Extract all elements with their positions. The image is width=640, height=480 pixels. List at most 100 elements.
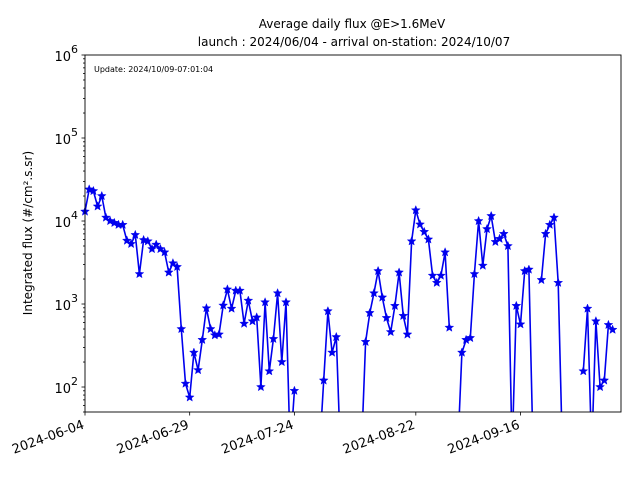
series-point [381, 312, 392, 323]
series-point [498, 228, 509, 239]
series-point [184, 392, 195, 402]
series-point [477, 260, 488, 270]
series-point [582, 303, 593, 313]
series-point [243, 295, 254, 305]
series-point [218, 300, 229, 310]
series-point [201, 303, 212, 313]
x-tick-label: 2024-06-04 [10, 418, 86, 458]
series-point [318, 375, 329, 385]
y-tick-label: 106 [54, 43, 78, 65]
series-point [486, 210, 497, 221]
chart-subtitle: launch : 2024/06/04 - arrival on-station… [198, 35, 510, 49]
series-point [163, 267, 174, 277]
series-point [193, 364, 203, 375]
series-point [176, 323, 187, 334]
series-point [603, 319, 614, 330]
series-point [105, 215, 116, 226]
series-point [536, 274, 547, 285]
series-point [272, 288, 283, 298]
series-point [431, 277, 442, 287]
series-point [456, 347, 467, 357]
series-point [385, 326, 396, 337]
series-point [109, 217, 120, 228]
series-point [260, 297, 270, 307]
series-point [553, 277, 564, 287]
series-point [117, 219, 128, 229]
series-point [180, 378, 191, 388]
series-line-segment [582, 307, 614, 412]
series-point [444, 322, 455, 332]
series-point [494, 233, 505, 243]
series-point [373, 265, 384, 276]
series-point [419, 226, 430, 237]
series-point [473, 215, 484, 226]
series-point [364, 307, 375, 318]
series-point [436, 270, 446, 280]
y-axis-label: Integrated flux (#/cm².s.sr) [21, 151, 35, 315]
series-point [172, 261, 183, 272]
x-tick-label: 2024-08-22 [341, 418, 417, 458]
series-point [394, 267, 404, 277]
series-point [142, 236, 153, 246]
series-point [222, 284, 233, 294]
series-point [465, 332, 476, 343]
series-point [503, 240, 513, 251]
series-point [214, 329, 224, 339]
series-point [92, 201, 103, 211]
series-point [268, 333, 279, 344]
series-point [281, 297, 291, 307]
series-point [147, 243, 157, 254]
series-point [423, 234, 434, 244]
series-point [590, 316, 601, 326]
series-point [264, 366, 275, 376]
series-point [255, 381, 266, 392]
series-point [406, 236, 417, 246]
series-point [327, 347, 337, 357]
series-point [126, 238, 136, 249]
series-point [96, 190, 107, 201]
series-point [440, 247, 451, 257]
chart-title: Average daily flux @E>1.6MeV [259, 17, 446, 31]
y-tick-label: 103 [54, 292, 78, 314]
series-point [130, 229, 141, 240]
update-annotation: Update: 2024/10/09-07:01:04 [94, 65, 213, 74]
series-point [84, 184, 95, 194]
series-point [168, 258, 178, 268]
series-point [251, 312, 262, 322]
series-point [235, 285, 245, 295]
series-point [523, 264, 534, 274]
series-line-segment [321, 310, 340, 412]
series-point [482, 223, 492, 234]
series-point [159, 247, 170, 257]
series-point [276, 356, 287, 367]
y-tick-label: 102 [54, 375, 78, 397]
y-tick-label: 104 [54, 209, 78, 231]
series-point [239, 318, 250, 328]
series-point [549, 212, 559, 222]
series-point [544, 219, 555, 229]
series-line-segment [362, 209, 451, 412]
series-point [205, 323, 216, 334]
series-point [226, 303, 237, 313]
series-point [515, 319, 526, 329]
x-tick-label: 2024-07-24 [220, 418, 296, 458]
series-point [369, 288, 379, 298]
series-point [469, 268, 480, 279]
series-point [402, 329, 413, 339]
series-point [398, 310, 409, 321]
plot-frame [84, 54, 622, 413]
series-point [88, 185, 99, 196]
series-point [540, 228, 551, 239]
series-point [578, 366, 589, 376]
plot-area: 102 103 104 105 106 2024-06-04 2024-06-29 2024-… [10, 43, 622, 458]
x-tick-label: 2024-06-29 [115, 418, 191, 458]
series-point [595, 381, 605, 392]
x-tick-label: 2024-09-16 [446, 418, 522, 458]
series-point [151, 239, 162, 249]
series-point [607, 324, 618, 334]
series-line-segment [540, 216, 563, 412]
series-point [322, 306, 333, 316]
series-point [410, 205, 421, 215]
series-point [289, 385, 300, 395]
series-point [360, 336, 371, 347]
